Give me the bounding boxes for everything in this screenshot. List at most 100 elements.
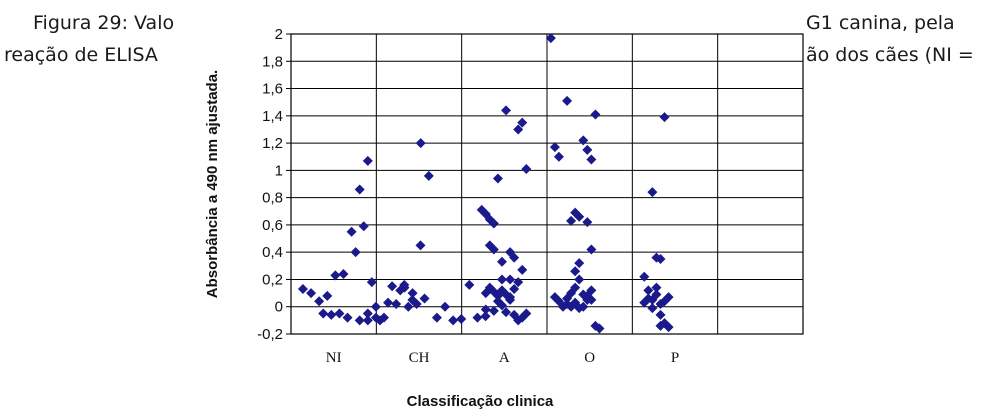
chart-canvas: -0,2 0 0,2 0,4 0,6 0,8 1 1,2 1,4 1,6 1,8 2 NI CH A O P Cl… [204,26,804,410]
data-point [370,301,381,312]
data-point [517,264,528,275]
data-point [456,314,467,324]
data-point [549,292,560,303]
data-point [480,311,491,322]
y-tick-label: 0,8 [262,190,283,207]
data-point [513,124,524,135]
data-point [639,271,650,282]
caption-line-1-left: Figura 29: Valo [33,12,175,34]
data-point [655,320,666,331]
data-point [326,309,337,320]
data-point [342,312,353,323]
data-point [655,309,666,320]
data-point [574,258,585,269]
data-point [448,315,459,326]
data-point [509,252,520,263]
y-tick-label: 0,4 [262,244,283,261]
caption-line-1-right: G1 canina, pela [806,12,955,34]
data-point [383,297,394,308]
data-point [501,307,512,318]
data-point [496,256,507,267]
data-point [399,282,410,293]
data-point [566,301,577,312]
x-category-label: A [499,350,510,366]
data-point [440,301,451,312]
plot-border [290,33,804,335]
data-point [574,303,585,314]
data-point [464,279,475,290]
data-point [480,304,491,315]
data-point [370,312,381,323]
data-point [545,33,556,44]
data-point [318,308,329,319]
data-point [297,284,308,294]
data-point [521,164,532,174]
data-point [431,312,442,323]
data-point [419,293,430,304]
y-tick-label: 1,2 [262,135,283,152]
x-category-label: P [671,350,679,366]
data-point [330,270,341,281]
data-point [574,274,585,285]
caption-line-2-left: reação de ELISA [4,44,158,66]
data-point [582,144,593,155]
data-point [362,315,373,326]
data-point [517,117,528,128]
data-point [334,308,345,319]
data-point [647,303,658,314]
data-point [496,274,507,285]
data-point [549,142,560,153]
data-point [488,305,499,316]
data-point [659,112,670,123]
data-point [594,323,605,334]
y-axis-title: Absorbância a 490 nm ajustada. [204,70,221,298]
data-point [570,282,581,293]
data-point [314,296,325,307]
data-point [639,297,650,308]
data-point [366,277,377,288]
data-point [570,207,581,218]
data-point [354,184,365,195]
y-tick-label: 0 [275,299,283,316]
x-category-label: O [584,350,595,366]
data-point [423,170,434,181]
data-point [488,218,499,229]
data-point [379,312,390,323]
data-point [655,254,666,264]
data-point [590,109,601,120]
data-point [578,301,589,312]
data-point [521,308,532,319]
data-point [643,285,654,296]
data-point [651,282,662,293]
data-point [472,312,483,323]
data-point [306,288,317,299]
y-tick-label: 1 [275,162,283,179]
x-category-label: NI [326,350,342,366]
data-point [513,277,524,288]
data-point [566,215,577,226]
data-point [501,105,512,116]
data-point [553,151,564,162]
data-point [505,274,516,285]
y-tick-label: 1,4 [262,108,283,125]
data-point [509,284,520,294]
data-point [663,322,674,333]
y-tick-label: 2 [275,26,283,43]
data-point [322,290,333,301]
data-point [586,285,597,296]
data-point [338,269,349,279]
data-point [346,226,357,237]
x-category-label: CH [409,350,430,366]
data-point [391,299,402,309]
data-point [647,187,658,198]
y-tick-label: -0,2 [257,326,283,343]
y-tick-label: 0,2 [262,271,283,288]
y-tick-label: 1,8 [262,53,283,70]
caption-line-2-right: ão dos cães (NI = [806,44,974,66]
data-point [411,299,422,309]
data-point [570,266,581,277]
data-point [574,211,585,222]
data-point [578,135,589,146]
data-point [562,95,573,106]
scatter-chart: -0,2 0 0,2 0,4 0,6 0,8 1 1,2 1,4 1,6 1,8 2 NI CH A O P Cl… [195,0,807,410]
